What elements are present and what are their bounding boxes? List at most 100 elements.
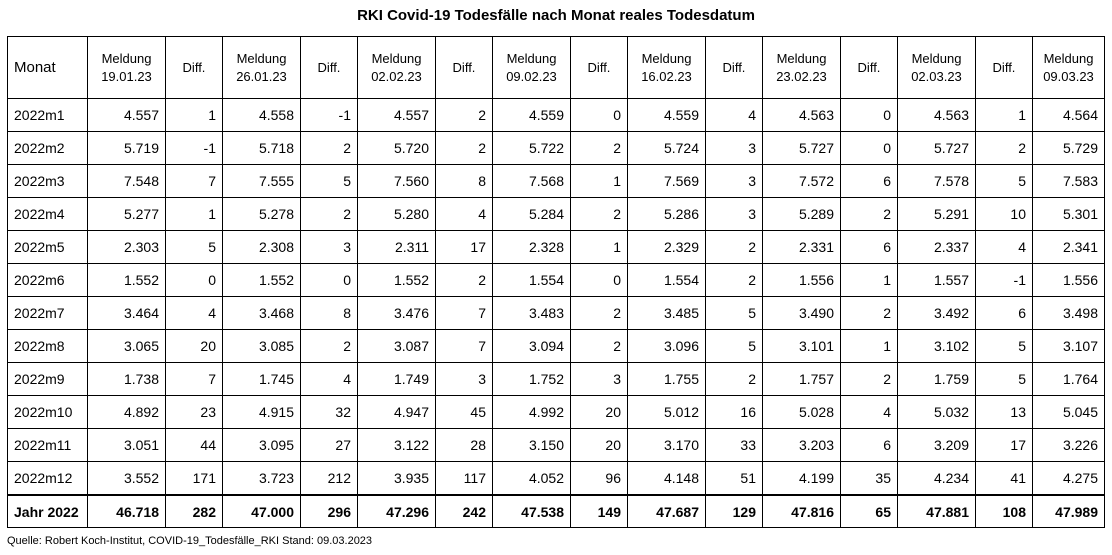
diff-cell: 17 — [975, 428, 1033, 462]
header-meldung-label: Meldung — [236, 50, 287, 66]
diff-cell: 2 — [840, 362, 898, 396]
meldung-cell: 5.280 — [357, 197, 436, 231]
diff-cell: 20 — [570, 428, 628, 462]
column-header-meldung: Meldung 19.01.23 — [87, 36, 166, 99]
header-meldung-label: Meldung — [776, 50, 827, 66]
header-row: Monat Meldung 19.01.23 Diff. Meldung 26.01.2… — [7, 36, 1105, 99]
meldung-cell: 4.275 — [1032, 461, 1105, 496]
meldung-cell: 1.752 — [492, 362, 571, 396]
meldung-cell: 3.101 — [762, 329, 841, 363]
meldung-cell: 3.483 — [492, 296, 571, 330]
diff-cell: 45 — [435, 395, 493, 429]
table-row: 2022m11 3.051 44 3.095 27 3.122 28 3.150 20 3.170… — [7, 428, 1105, 462]
meldung-cell: 5.028 — [762, 395, 841, 429]
diff-cell: 4 — [840, 395, 898, 429]
diff-cell: 20 — [570, 395, 628, 429]
meldung-cell: 1.738 — [87, 362, 166, 396]
meldung-cell: 7.568 — [492, 164, 571, 198]
column-header-diff: Diff. — [570, 36, 628, 99]
meldung-cell: 1.764 — [1032, 362, 1105, 396]
meldung-cell: 47.816 — [762, 494, 841, 528]
table-body: 2022m1 4.557 1 4.558 -1 4.557 2 4.559 0 4.559 4 4.5… — [7, 98, 1105, 528]
table-row: 2022m12 3.552 171 3.723 212 3.935 117 4.052 96 4.… — [7, 461, 1105, 496]
meldung-cell: 7.560 — [357, 164, 436, 198]
meldung-cell: 7.548 — [87, 164, 166, 198]
diff-cell: 44 — [165, 428, 223, 462]
month-cell: 2022m11 — [7, 428, 88, 462]
meldung-cell: 2.303 — [87, 230, 166, 264]
diff-cell: 2 — [300, 197, 358, 231]
column-header-meldung: Meldung 09.03.23 — [1032, 36, 1105, 99]
month-cell: 2022m6 — [7, 263, 88, 297]
meldung-cell: 3.468 — [222, 296, 301, 330]
month-cell: 2022m4 — [7, 197, 88, 231]
diff-cell: 3 — [435, 362, 493, 396]
meldung-cell: 5.729 — [1032, 131, 1105, 165]
diff-cell: 2 — [570, 329, 628, 363]
table-title: RKI Covid-19 Todesfälle nach Monat reale… — [357, 7, 755, 24]
diff-cell: 2 — [840, 296, 898, 330]
meldung-cell: 2.328 — [492, 230, 571, 264]
meldung-cell: 3.095 — [222, 428, 301, 462]
diff-cell: 2 — [570, 197, 628, 231]
meldung-cell: 1.552 — [87, 263, 166, 297]
meldung-cell: 3.122 — [357, 428, 436, 462]
header-meldung-label: Meldung — [641, 50, 692, 66]
meldung-cell: 47.881 — [897, 494, 976, 528]
meldung-cell: 47.687 — [627, 494, 706, 528]
meldung-cell: 1.554 — [627, 263, 706, 297]
meldung-cell: 3.935 — [357, 461, 436, 496]
meldung-cell: 2.308 — [222, 230, 301, 264]
diff-cell: 6 — [975, 296, 1033, 330]
meldung-cell: 1.749 — [357, 362, 436, 396]
column-header-meldung: Meldung 02.03.23 — [897, 36, 976, 99]
meldung-cell: 7.578 — [897, 164, 976, 198]
meldung-cell: 5.724 — [627, 131, 706, 165]
meldung-cell: 5.278 — [222, 197, 301, 231]
header-meldung-label: Meldung — [506, 50, 557, 66]
meldung-cell: 1.755 — [627, 362, 706, 396]
diff-cell: 5 — [975, 362, 1033, 396]
covid-deaths-table: Monat Meldung 19.01.23 Diff. Meldung 26.01.2… — [7, 36, 1105, 528]
meldung-cell: 4.892 — [87, 395, 166, 429]
diff-cell: 1 — [165, 98, 223, 132]
meldung-cell: 4.557 — [357, 98, 436, 132]
meldung-cell: 3.085 — [222, 329, 301, 363]
column-header-diff: Diff. — [435, 36, 493, 99]
diff-cell: 1 — [570, 164, 628, 198]
meldung-cell: 5.032 — [897, 395, 976, 429]
meldung-cell: 3.096 — [627, 329, 706, 363]
meldung-cell: 4.559 — [492, 98, 571, 132]
diff-cell: 8 — [300, 296, 358, 330]
meldung-cell: 3.226 — [1032, 428, 1105, 462]
meldung-cell: 3.107 — [1032, 329, 1105, 363]
header-meldung-date: 02.02.23 — [371, 68, 422, 84]
diff-cell: 296 — [300, 494, 358, 528]
table-row: 2022m9 1.738 7 1.745 4 1.749 3 1.752 3 1.755 2 1.75… — [7, 362, 1105, 396]
month-cell: 2022m10 — [7, 395, 88, 429]
meldung-cell: 3.150 — [492, 428, 571, 462]
meldung-cell: 5.720 — [357, 131, 436, 165]
meldung-cell: 3.552 — [87, 461, 166, 496]
diff-cell: 16 — [705, 395, 763, 429]
meldung-cell: 4.148 — [627, 461, 706, 496]
meldung-cell: 5.722 — [492, 131, 571, 165]
diff-cell: 51 — [705, 461, 763, 496]
month-cell: 2022m9 — [7, 362, 88, 396]
meldung-cell: 4.052 — [492, 461, 571, 496]
table-row: 2022m3 7.548 7 7.555 5 7.560 8 7.568 1 7.569 3 7.57… — [7, 164, 1105, 198]
diff-cell: 2 — [300, 131, 358, 165]
diff-cell: 2 — [300, 329, 358, 363]
month-cell: 2022m1 — [7, 98, 88, 132]
diff-cell: 1 — [840, 329, 898, 363]
month-cell: 2022m7 — [7, 296, 88, 330]
column-header-meldung: Meldung 16.02.23 — [627, 36, 706, 99]
meldung-cell: 5.727 — [762, 131, 841, 165]
header-meldung-label: Meldung — [371, 50, 422, 66]
diff-cell: 4 — [705, 98, 763, 132]
diff-cell: 4 — [435, 197, 493, 231]
diff-cell: 0 — [570, 98, 628, 132]
diff-cell: 1 — [840, 263, 898, 297]
column-header-meldung: Meldung 02.02.23 — [357, 36, 436, 99]
diff-cell: 4 — [165, 296, 223, 330]
